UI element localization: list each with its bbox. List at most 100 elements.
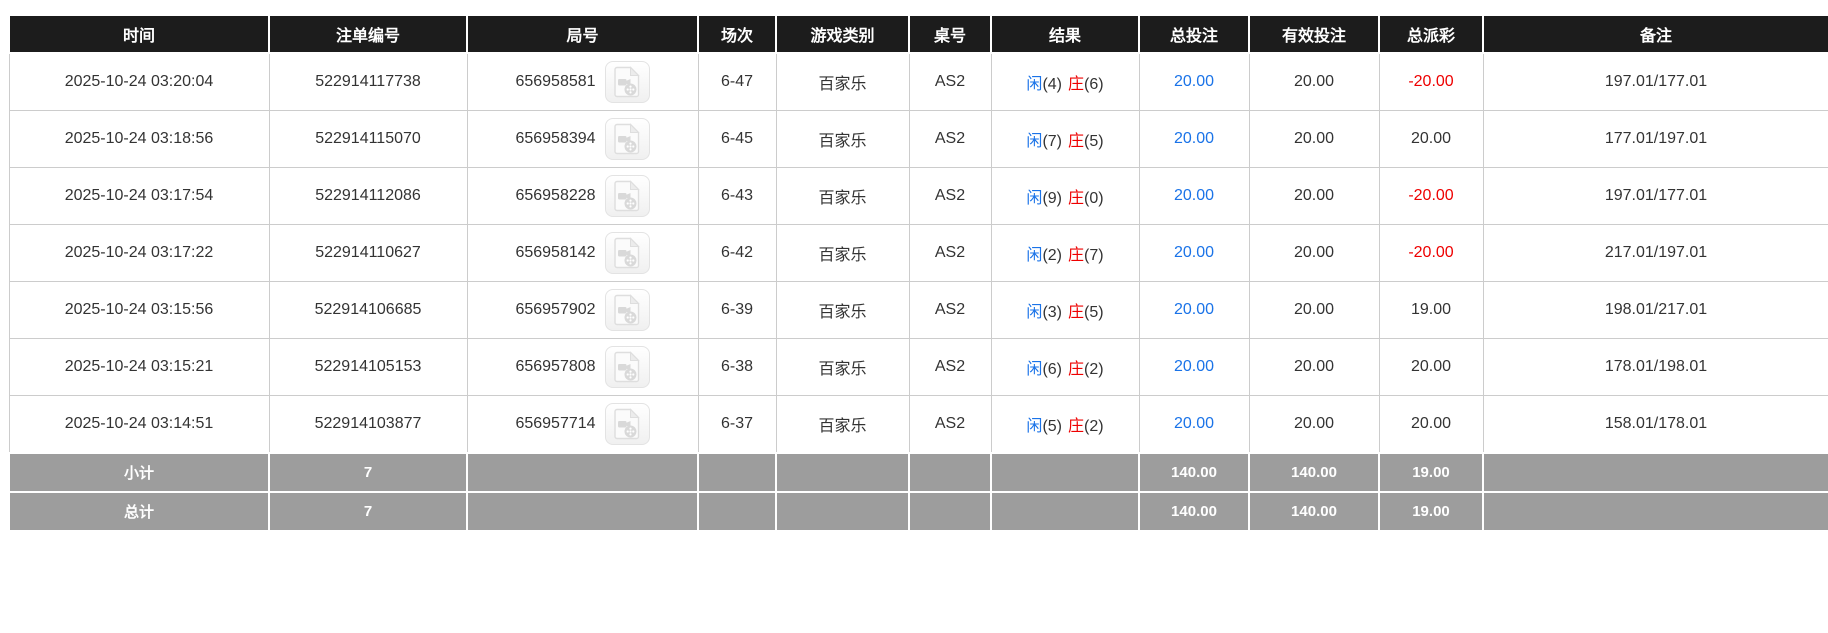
session-cell: 6-47 — [697, 52, 777, 111]
time-cell: 2025-10-24 03:17:22 — [8, 224, 270, 282]
total-valid-bet: 140.00 — [1248, 491, 1380, 532]
session-cell: 6-37 — [697, 395, 777, 454]
result-banker-score: (7) — [1084, 247, 1104, 264]
subtotal-empty-table — [908, 452, 992, 493]
result-cell: 闲(9) 庄(0) — [990, 167, 1140, 225]
col-header-valid-bet: 有效投注 — [1248, 14, 1380, 54]
total-bet-cell: 20.00 — [1138, 52, 1250, 111]
subtotal-payout: 19.00 — [1378, 452, 1484, 493]
round-no-cell: 656957808 — [466, 338, 699, 396]
game-type-cell: 百家乐 — [775, 224, 910, 282]
session-cell: 6-38 — [697, 338, 777, 396]
time-cell: 2025-10-24 03:15:21 — [8, 338, 270, 396]
video-replay-button[interactable] — [604, 403, 650, 445]
total-bet-cell: 20.00 — [1138, 395, 1250, 454]
video-file-icon — [613, 351, 640, 383]
round-number: 656958394 — [515, 130, 596, 147]
bet-no-cell: 522914117738 — [268, 52, 468, 111]
bet-no-cell: 522914112086 — [268, 167, 468, 225]
total-empty-game — [775, 491, 910, 532]
col-header-result: 结果 — [990, 14, 1140, 54]
game-type-cell: 百家乐 — [775, 338, 910, 396]
video-replay-button[interactable] — [604, 232, 650, 274]
round-number: 656958581 — [515, 73, 596, 90]
col-header-time: 时间 — [8, 14, 270, 54]
round-number: 656958142 — [515, 244, 596, 261]
result-banker-score: (2) — [1084, 361, 1104, 378]
table-row: 2025-10-24 03:17:54 522914112086 6569582… — [8, 167, 1828, 225]
result-cell: 闲(7) 庄(5) — [990, 110, 1140, 168]
result-banker-score: (0) — [1084, 190, 1104, 207]
round-number: 656957902 — [515, 301, 596, 318]
bet-no-cell: 522914105153 — [268, 338, 468, 396]
session-cell: 6-43 — [697, 167, 777, 225]
bet-no-cell: 522914106685 — [268, 281, 468, 339]
result-player-label: 闲 — [1026, 361, 1043, 378]
video-replay-button[interactable] — [604, 346, 650, 388]
bet-no-cell: 522914103877 — [268, 395, 468, 454]
table-footer: 小计 7 140.00 140.00 19.00 总计 7 1 — [8, 452, 1828, 532]
table-row: 2025-10-24 03:15:21 522914105153 6569578… — [8, 338, 1828, 396]
result-cell: 闲(4) 庄(6) — [990, 52, 1140, 111]
bet-records-panel: 时间 注单编号 局号 场次 游戏类别 桌号 结果 总投注 有效投注 总派彩 备注… — [8, 14, 1828, 532]
total-bet-cell: 20.00 — [1138, 110, 1250, 168]
total-label: 总计 — [8, 491, 270, 532]
video-replay-button[interactable] — [604, 61, 650, 103]
result-banker-score: (6) — [1084, 76, 1104, 93]
result-banker-label: 庄 — [1068, 418, 1085, 435]
game-type-cell: 百家乐 — [775, 110, 910, 168]
session-cell: 6-39 — [697, 281, 777, 339]
payout-cell: 20.00 — [1378, 338, 1484, 396]
col-header-session: 场次 — [697, 14, 777, 54]
game-type-cell: 百家乐 — [775, 395, 910, 454]
remark-cell: 197.01/177.01 — [1482, 167, 1828, 225]
round-number: 656958228 — [515, 187, 596, 204]
total-total-bet: 140.00 — [1138, 491, 1250, 532]
result-player-label: 闲 — [1026, 247, 1043, 264]
result-banker-label: 庄 — [1068, 247, 1085, 264]
table-header-row: 时间 注单编号 局号 场次 游戏类别 桌号 结果 总投注 有效投注 总派彩 备注 — [8, 14, 1828, 54]
table-row: 2025-10-24 03:15:56 522914106685 6569579… — [8, 281, 1828, 339]
valid-bet-cell: 20.00 — [1248, 110, 1380, 168]
video-replay-button[interactable] — [604, 118, 650, 160]
time-cell: 2025-10-24 03:20:04 — [8, 52, 270, 111]
video-file-icon — [613, 66, 640, 98]
valid-bet-cell: 20.00 — [1248, 224, 1380, 282]
round-no-cell: 656958394 — [466, 110, 699, 168]
table-no-cell: AS2 — [908, 338, 992, 396]
col-header-table-no: 桌号 — [908, 14, 992, 54]
result-player-score: (5) — [1042, 418, 1062, 435]
round-no-cell: 656957902 — [466, 281, 699, 339]
result-banker-score: (2) — [1084, 418, 1104, 435]
remark-cell: 197.01/177.01 — [1482, 52, 1828, 111]
round-no-cell: 656958228 — [466, 167, 699, 225]
subtotal-empty-remark — [1482, 452, 1828, 493]
valid-bet-cell: 20.00 — [1248, 338, 1380, 396]
table-row: 2025-10-24 03:18:56 522914115070 6569583… — [8, 110, 1828, 168]
remark-cell: 177.01/197.01 — [1482, 110, 1828, 168]
total-row: 总计 7 140.00 140.00 19.00 — [8, 491, 1828, 532]
round-no-cell: 656957714 — [466, 395, 699, 454]
table-row: 2025-10-24 03:17:22 522914110627 6569581… — [8, 224, 1828, 282]
video-replay-button[interactable] — [604, 175, 650, 217]
video-replay-button[interactable] — [604, 289, 650, 331]
payout-cell: -20.00 — [1378, 52, 1484, 111]
result-player-score: (9) — [1042, 190, 1062, 207]
total-bet-cell: 20.00 — [1138, 338, 1250, 396]
subtotal-count: 7 — [268, 452, 468, 493]
result-cell: 闲(2) 庄(7) — [990, 224, 1140, 282]
valid-bet-cell: 20.00 — [1248, 395, 1380, 454]
total-bet-cell: 20.00 — [1138, 167, 1250, 225]
result-player-label: 闲 — [1026, 133, 1043, 150]
round-number: 656957714 — [515, 415, 596, 432]
result-cell: 闲(5) 庄(2) — [990, 395, 1140, 454]
result-banker-label: 庄 — [1068, 190, 1085, 207]
video-file-icon — [613, 237, 640, 269]
col-header-game-type: 游戏类别 — [775, 14, 910, 54]
table-no-cell: AS2 — [908, 52, 992, 111]
bet-records-table: 时间 注单编号 局号 场次 游戏类别 桌号 结果 总投注 有效投注 总派彩 备注… — [8, 14, 1828, 532]
subtotal-empty-result — [990, 452, 1140, 493]
result-player-score: (4) — [1042, 76, 1062, 93]
result-player-score: (6) — [1042, 361, 1062, 378]
remark-cell: 217.01/197.01 — [1482, 224, 1828, 282]
